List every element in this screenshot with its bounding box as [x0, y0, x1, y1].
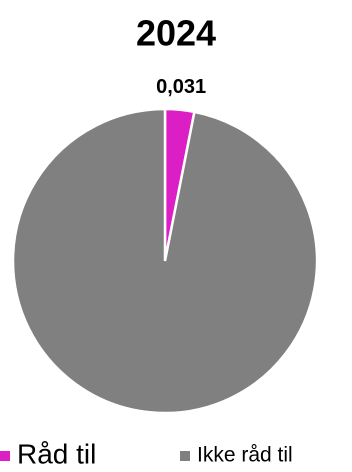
- legend-swatch: [180, 451, 190, 461]
- pie-slice: [11, 107, 319, 415]
- legend-swatch: [0, 451, 10, 461]
- legend-label: Ikke råd til: [197, 444, 293, 467]
- legend-label: Råd til: [17, 438, 96, 469]
- chart-title: 2024: [136, 13, 216, 54]
- data-label: 0,031: [156, 76, 206, 98]
